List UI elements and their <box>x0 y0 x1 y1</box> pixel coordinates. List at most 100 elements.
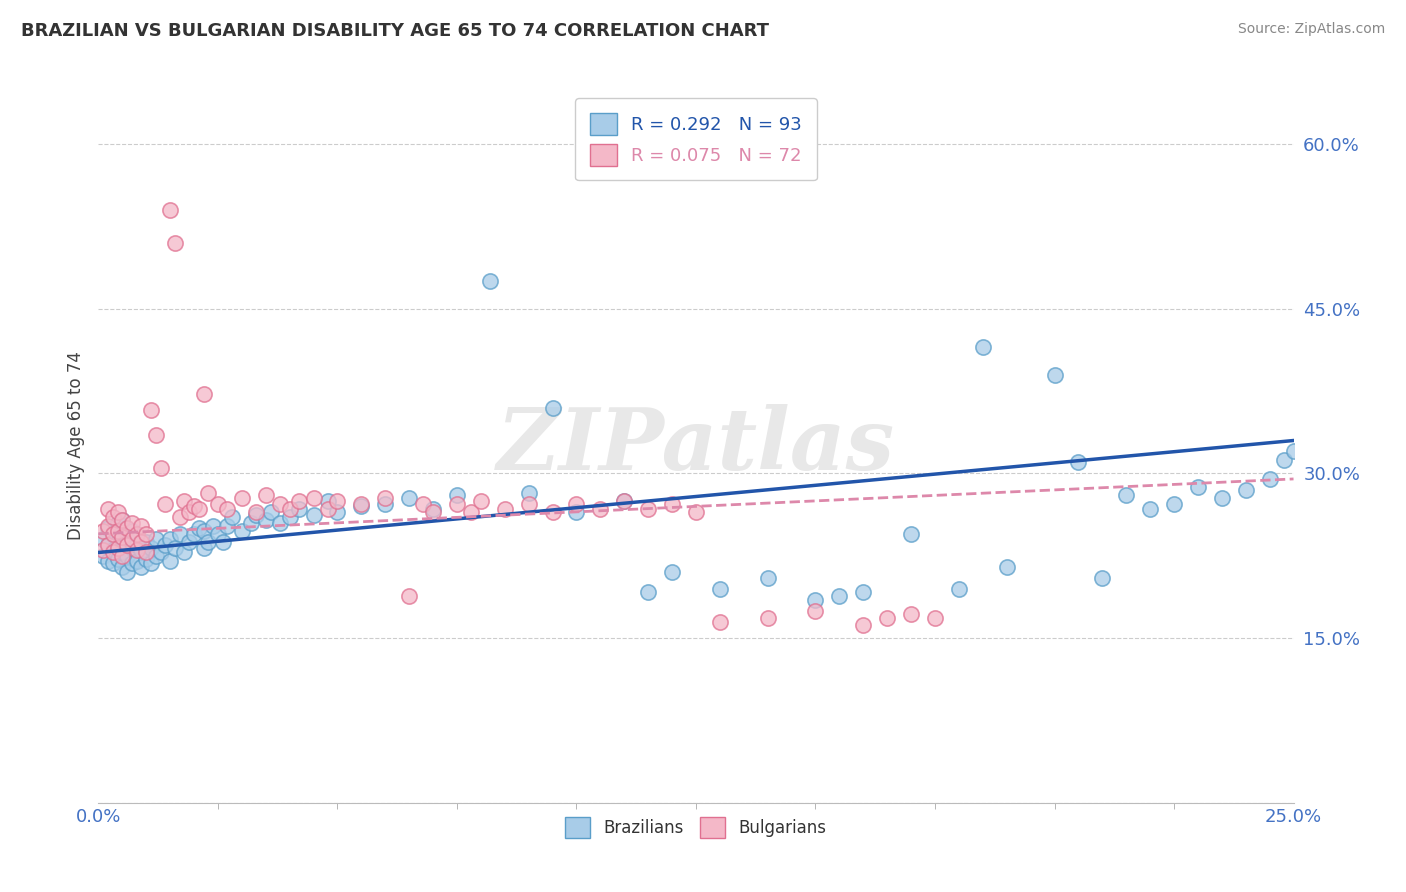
Point <box>121 557 143 571</box>
Point <box>101 526 124 541</box>
Point <box>131 519 153 533</box>
Point <box>187 521 209 535</box>
Point <box>446 497 468 511</box>
Point <box>245 505 267 519</box>
Point <box>398 590 420 604</box>
Point <box>852 618 875 632</box>
Point <box>1139 501 1161 516</box>
Point <box>155 538 177 552</box>
Point <box>804 604 827 618</box>
Point <box>302 491 325 505</box>
Point <box>107 552 129 566</box>
Point <box>131 543 153 558</box>
Point <box>121 533 143 547</box>
Point <box>852 585 875 599</box>
Text: Source: ZipAtlas.com: Source: ZipAtlas.com <box>1237 22 1385 37</box>
Point <box>613 494 636 508</box>
Point <box>288 501 311 516</box>
Point <box>173 494 195 508</box>
Point <box>900 526 922 541</box>
Point <box>193 387 215 401</box>
Point <box>131 559 153 574</box>
Y-axis label: Disability Age 65 to 74: Disability Age 65 to 74 <box>66 351 84 541</box>
Point <box>91 533 114 547</box>
Point <box>111 530 134 544</box>
Text: BRAZILIAN VS BULGARIAN DISABILITY AGE 65 TO 74 CORRELATION CHART: BRAZILIAN VS BULGARIAN DISABILITY AGE 65… <box>21 22 769 40</box>
Point <box>924 611 946 625</box>
Point <box>709 582 731 596</box>
Point <box>245 508 267 523</box>
Point <box>101 526 124 541</box>
Point <box>107 524 129 538</box>
Text: ZIPatlas: ZIPatlas <box>496 404 896 488</box>
Point <box>107 541 129 555</box>
Point <box>1043 368 1066 382</box>
Point <box>254 488 277 502</box>
Point <box>316 501 339 516</box>
Point <box>221 510 243 524</box>
Point <box>541 505 564 519</box>
Point <box>139 541 162 555</box>
Point <box>111 545 134 559</box>
Point <box>149 461 172 475</box>
Point <box>101 557 124 571</box>
Point <box>125 526 148 541</box>
Point <box>97 538 120 552</box>
Point <box>107 505 129 519</box>
Point <box>101 543 124 558</box>
Point <box>139 402 162 417</box>
Point <box>187 501 209 516</box>
Point <box>145 428 167 442</box>
Point <box>1211 491 1233 505</box>
Point <box>149 545 172 559</box>
Point <box>135 552 157 566</box>
Point <box>197 534 219 549</box>
Point <box>900 607 922 621</box>
Point <box>169 510 191 524</box>
Point <box>589 501 612 516</box>
Point <box>159 533 181 547</box>
Point <box>135 526 157 541</box>
Point <box>240 516 263 530</box>
Point <box>828 590 851 604</box>
Point <box>121 524 143 538</box>
Point <box>637 501 659 516</box>
Point <box>145 549 167 563</box>
Point <box>637 585 659 599</box>
Point <box>97 554 120 568</box>
Point <box>326 505 349 519</box>
Point <box>412 497 434 511</box>
Point <box>231 491 253 505</box>
Point <box>254 512 277 526</box>
Point <box>217 501 239 516</box>
Point <box>125 554 148 568</box>
Point <box>1067 455 1090 469</box>
Point <box>1282 444 1305 458</box>
Point <box>97 521 120 535</box>
Point <box>111 549 134 563</box>
Point <box>278 501 301 516</box>
Point <box>259 505 281 519</box>
Point <box>685 505 707 519</box>
Point <box>288 494 311 508</box>
Point <box>145 533 167 547</box>
Point <box>374 497 396 511</box>
Point <box>97 538 120 552</box>
Point <box>183 500 205 514</box>
Point <box>163 541 186 555</box>
Point <box>179 505 201 519</box>
Point <box>207 526 229 541</box>
Point <box>193 541 215 555</box>
Point <box>398 491 420 505</box>
Point <box>948 582 970 596</box>
Point <box>115 566 138 580</box>
Point <box>422 505 444 519</box>
Point <box>756 571 779 585</box>
Point <box>709 615 731 629</box>
Point <box>1187 480 1209 494</box>
Point <box>169 526 191 541</box>
Point <box>111 512 134 526</box>
Point <box>1163 497 1185 511</box>
Point <box>101 545 124 559</box>
Point <box>804 592 827 607</box>
